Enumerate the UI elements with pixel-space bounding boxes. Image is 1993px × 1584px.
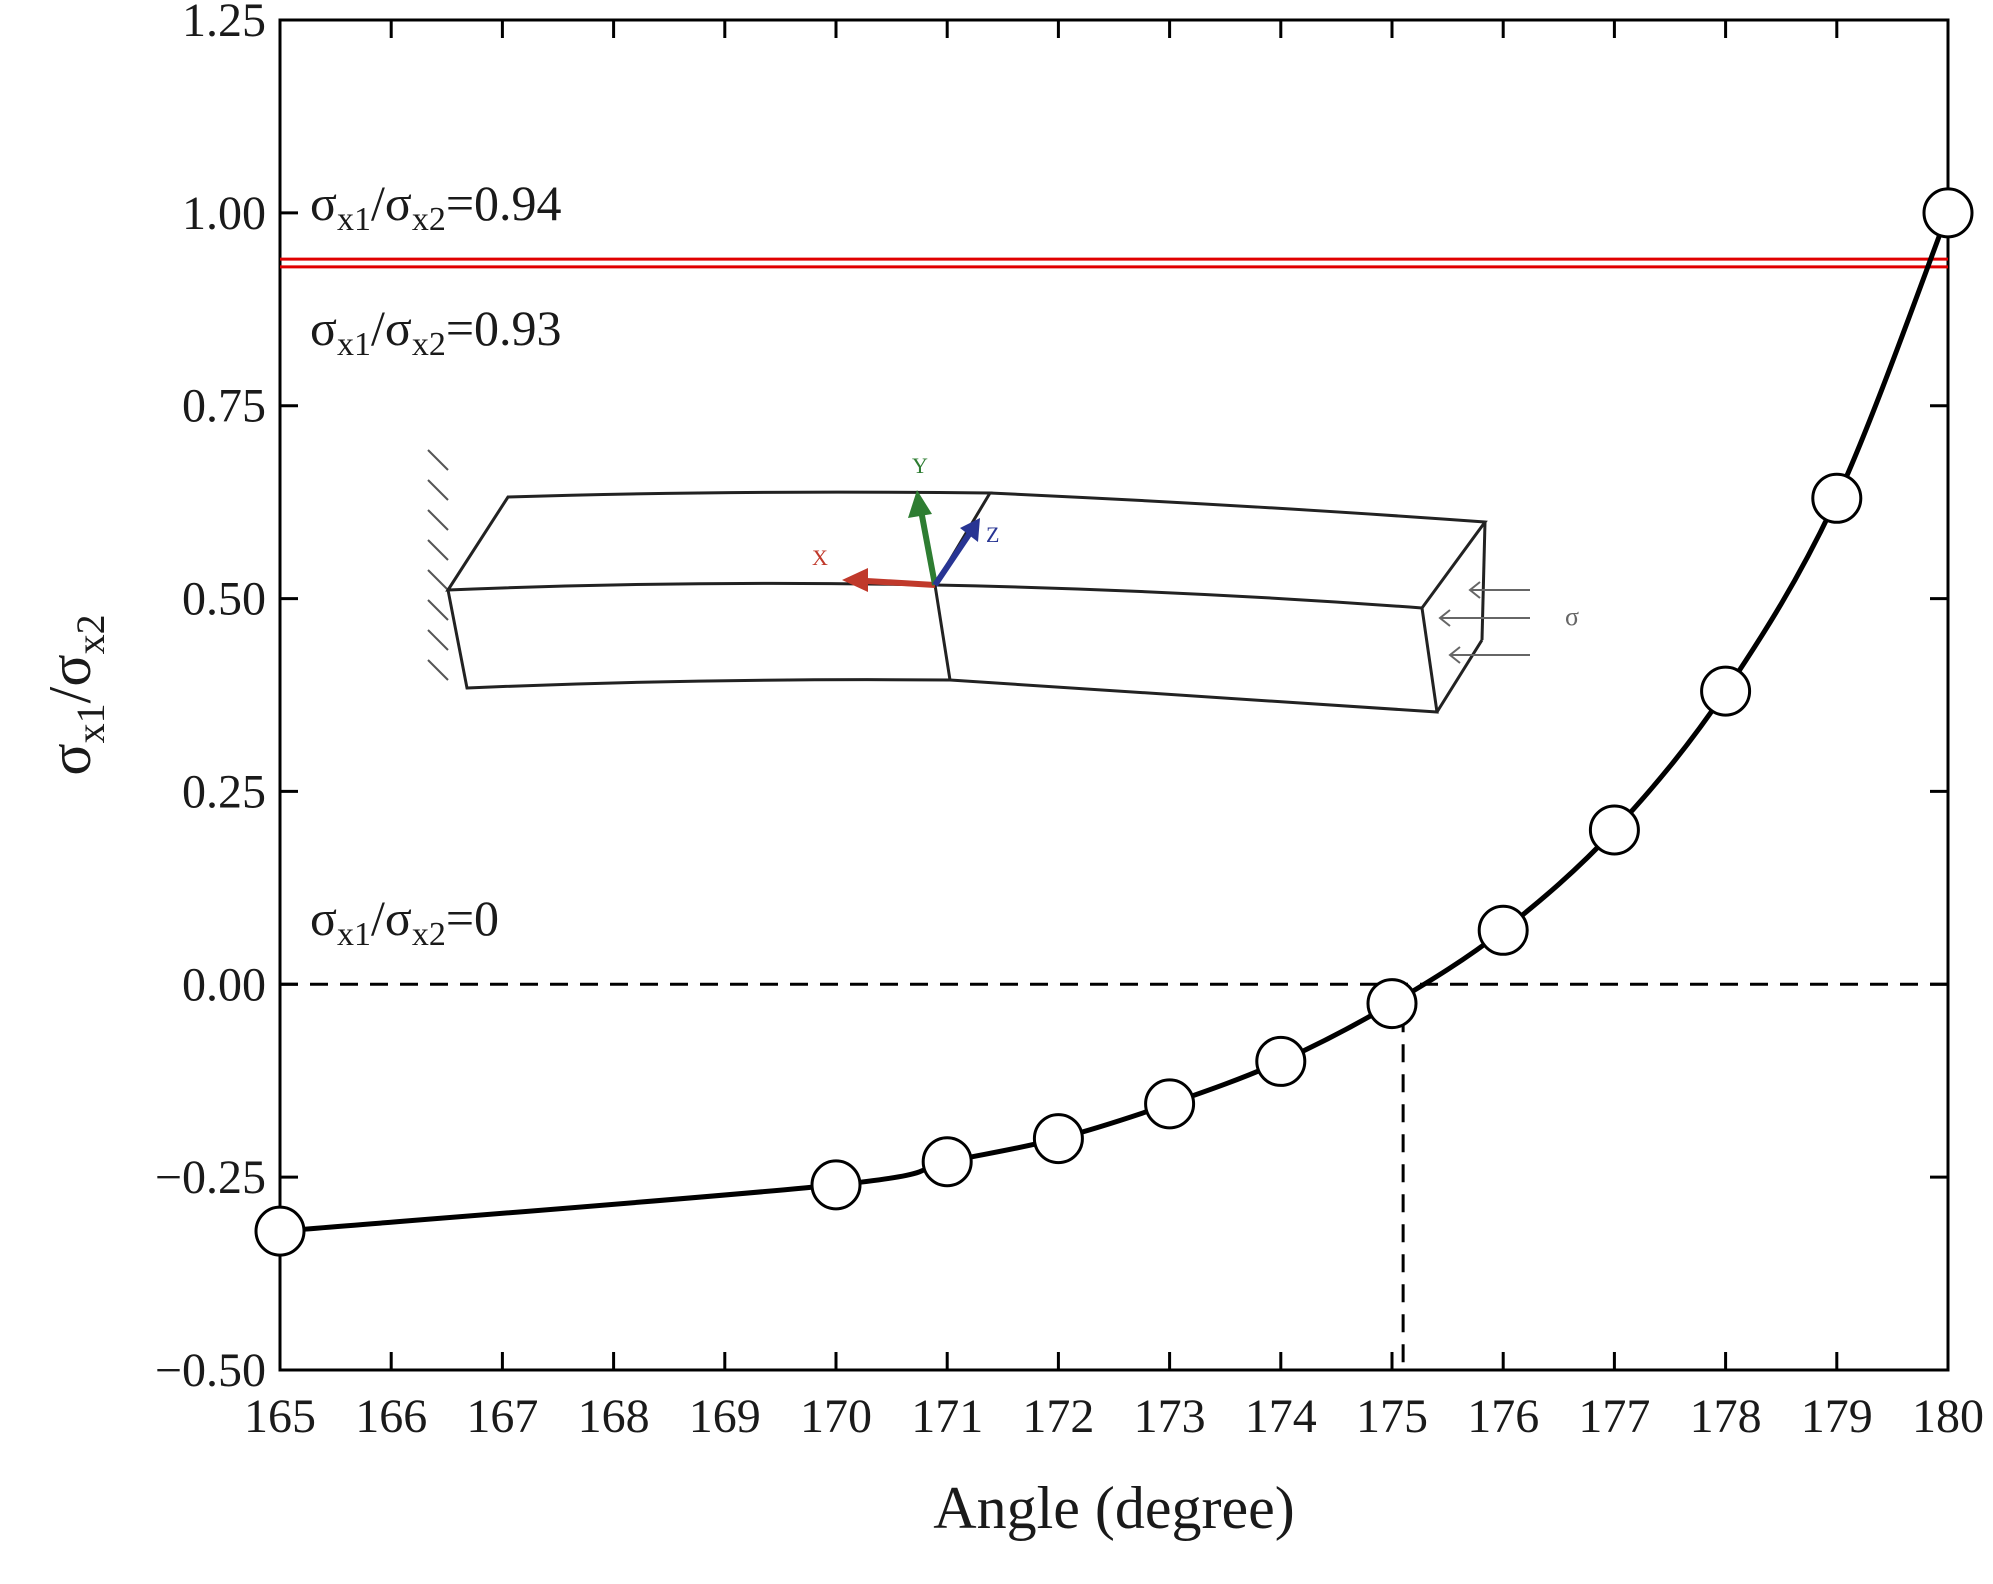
data-point [921, 1136, 973, 1188]
annotation-094-sub1: x1 [337, 201, 371, 238]
annotation-093: σx1/σx2=0.93 [310, 300, 562, 363]
load-label: σ [1565, 602, 1579, 631]
annotation-093-value: =0.93 [446, 300, 562, 356]
y-axis-title-slash: / [37, 686, 103, 703]
x-tick-label: 176 [1467, 1390, 1539, 1443]
data-point [254, 1205, 306, 1257]
beam-right-end-edge [1480, 521, 1487, 641]
x-tick-label: 178 [1690, 1390, 1762, 1443]
y-axis-arrow [917, 504, 938, 586]
annotation-093-sub1: x1 [337, 326, 371, 363]
x-axis: 165 166 167 168 169 170 171 172 173 174 175 176 177 1… [244, 20, 1984, 1443]
data-point [1700, 665, 1752, 717]
data-point [1255, 1035, 1307, 1087]
y-tick-label: 0.75 [182, 380, 266, 433]
y-tick-label: 0.00 [182, 958, 266, 1011]
data-point [1477, 904, 1529, 956]
annotation-0-sub1: x1 [337, 916, 371, 953]
annotation-094-slash: / [371, 175, 385, 231]
y-axis-title: σx1/σx2 [37, 614, 113, 775]
data-point [1922, 187, 1974, 239]
y-arrowhead [908, 490, 932, 518]
annotation-0-sigma1: σ [310, 890, 337, 946]
y-tick-label: 0.50 [182, 573, 266, 626]
x-tick-label: 175 [1356, 1390, 1428, 1443]
x-tick-label: 170 [800, 1390, 872, 1443]
data-point [1811, 472, 1863, 524]
annotation-0-slash: / [371, 890, 385, 946]
data-point [1366, 978, 1418, 1030]
beam-left-segment [445, 490, 993, 592]
axis-z-label: Z [986, 522, 999, 547]
axis-y-label: Y [912, 453, 928, 478]
data-line [279, 211, 1951, 1234]
y-axis-title-sigma2: σ [37, 654, 103, 686]
annotation-093-slash: / [371, 300, 385, 356]
annotation-094-value: =0.94 [446, 175, 562, 231]
annotation-0: σx1/σx2=0 [310, 890, 499, 953]
coordinate-axes [842, 490, 980, 592]
annotation-093-sigma1: σ [310, 300, 337, 356]
y-tick-label: −0.50 [155, 1344, 266, 1397]
y-axis: 1.25 1.00 0.75 0.50 0.25 0.00 −0.25 −0.50 [155, 0, 1948, 1397]
annotation-094-sub2: x2 [412, 201, 446, 238]
z-arrowhead [960, 518, 980, 542]
reference-lines [280, 257, 1948, 1370]
x-axis-title: Angle (degree) [933, 1475, 1294, 1541]
beam-left-front-face [446, 584, 952, 690]
annotation-0-sigma2: σ [385, 890, 412, 946]
z-axis-arrow [932, 528, 975, 587]
x-tick-label: 177 [1578, 1390, 1650, 1443]
x-tick-label: 180 [1912, 1390, 1984, 1443]
x-tick-label: 167 [466, 1390, 538, 1443]
annotation-094-sigma1: σ [310, 175, 337, 231]
x-tick-label: 173 [1134, 1390, 1206, 1443]
annotation-094: σx1/σx2=0.94 [310, 175, 562, 238]
beam-inset: σ Y Z X [427, 449, 1579, 714]
y-tick-label: 1.00 [182, 187, 266, 240]
data-point [1588, 804, 1640, 856]
data-point [1032, 1113, 1084, 1165]
beam-right-front-face [949, 607, 1439, 714]
plot-frame [278, 18, 1950, 1372]
y-tick-label: 1.25 [182, 0, 266, 47]
y-tick-label: −0.25 [155, 1151, 266, 1204]
x-tick-label: 168 [578, 1390, 650, 1443]
annotation-0-value: =0 [446, 890, 499, 946]
x-tick-label: 166 [355, 1390, 427, 1443]
data-point [1144, 1078, 1196, 1130]
y-axis-title-sigma1: σ [37, 743, 103, 775]
annotation-094-sigma2: σ [385, 175, 412, 231]
x-tick-label: 179 [1801, 1390, 1873, 1443]
x-tick-label: 165 [244, 1390, 316, 1443]
annotation-0-sub2: x2 [412, 916, 446, 953]
axis-x-label: X [812, 545, 828, 570]
x-tick-label: 169 [689, 1390, 761, 1443]
fixed-support-hatching [427, 449, 449, 681]
data-point [810, 1159, 862, 1211]
x-tick-label: 171 [911, 1390, 983, 1443]
annotation-093-sigma2: σ [385, 300, 412, 356]
data-markers [254, 187, 1974, 1257]
x-tick-label: 172 [1022, 1390, 1094, 1443]
annotation-093-sub2: x2 [412, 326, 446, 363]
y-tick-label: 0.25 [182, 765, 266, 818]
x-arrowhead [842, 568, 868, 592]
beam-right-segment [934, 491, 1488, 610]
x-tick-label: 174 [1245, 1390, 1317, 1443]
load-arrows [1438, 581, 1530, 664]
y-axis-title-sub2: x2 [68, 614, 113, 654]
y-axis-title-sub1: x1 [68, 703, 113, 743]
beam-right-end-edge-2 [1435, 639, 1484, 713]
